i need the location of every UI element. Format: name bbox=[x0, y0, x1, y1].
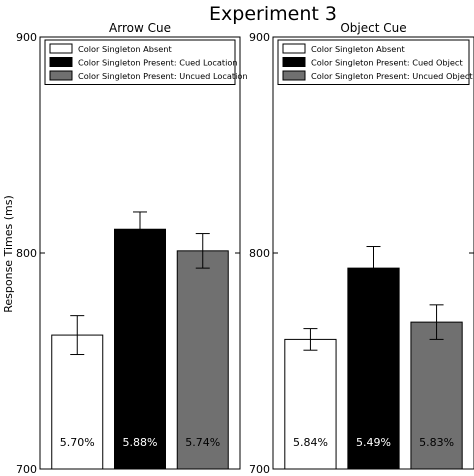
figure-title: Experiment 3 bbox=[209, 3, 337, 25]
bar-label: 5.84% bbox=[293, 436, 328, 449]
legend-swatch bbox=[282, 43, 306, 54]
legend-swatch bbox=[282, 57, 306, 67]
bar-label: 5.74% bbox=[185, 436, 220, 449]
legend-entry: Color Singleton Absent bbox=[78, 44, 172, 54]
bar bbox=[114, 228, 166, 470]
panel-title: Object Cue bbox=[340, 21, 406, 35]
y-tick-label: 700 bbox=[249, 463, 270, 476]
legend-swatch bbox=[49, 57, 73, 67]
panels: Arrow Cue 700 800 900 5.70% 5.88% 5.74% Color S… bbox=[16, 21, 474, 476]
legend-entry: Color Singleton Present: Uncued Location bbox=[78, 71, 248, 81]
legend-swatch bbox=[49, 43, 73, 54]
legend-swatch bbox=[49, 70, 73, 81]
legend-entry: Color Singleton Present: Uncued Object bbox=[311, 71, 473, 81]
bar-label: 5.49% bbox=[356, 436, 391, 449]
legend-entry: Color Singleton Present: Cued Object bbox=[311, 58, 463, 68]
bar-label: 5.88% bbox=[123, 436, 158, 449]
y-tick-label: 700 bbox=[16, 463, 37, 476]
bar bbox=[347, 267, 400, 470]
panel-title: Arrow Cue bbox=[109, 21, 171, 35]
y-tick-label: 900 bbox=[16, 31, 37, 44]
y-tick-label: 800 bbox=[16, 247, 37, 260]
legend-swatch bbox=[282, 70, 306, 81]
panel-1: Arrow Cue 700 800 900 5.70% 5.88% 5.74% Color S… bbox=[16, 21, 248, 476]
legend-entry: Color Singleton Present: Cued Location bbox=[78, 58, 238, 68]
panel-2: Object Cue 700 800 900 5.84% 5.49% 5.83% Color … bbox=[249, 21, 474, 476]
legend-entry: Color Singleton Absent bbox=[311, 44, 405, 54]
legend-box bbox=[277, 39, 470, 85]
y-tick-label: 800 bbox=[249, 247, 270, 260]
bar-label: 5.83% bbox=[419, 436, 454, 449]
y-axis-label: Response Times (ms) bbox=[2, 195, 15, 313]
bar-label: 5.70% bbox=[60, 436, 95, 449]
bar bbox=[284, 338, 337, 470]
legend-box bbox=[44, 39, 236, 85]
bar bbox=[176, 250, 229, 470]
y-tick-label: 900 bbox=[249, 31, 270, 44]
